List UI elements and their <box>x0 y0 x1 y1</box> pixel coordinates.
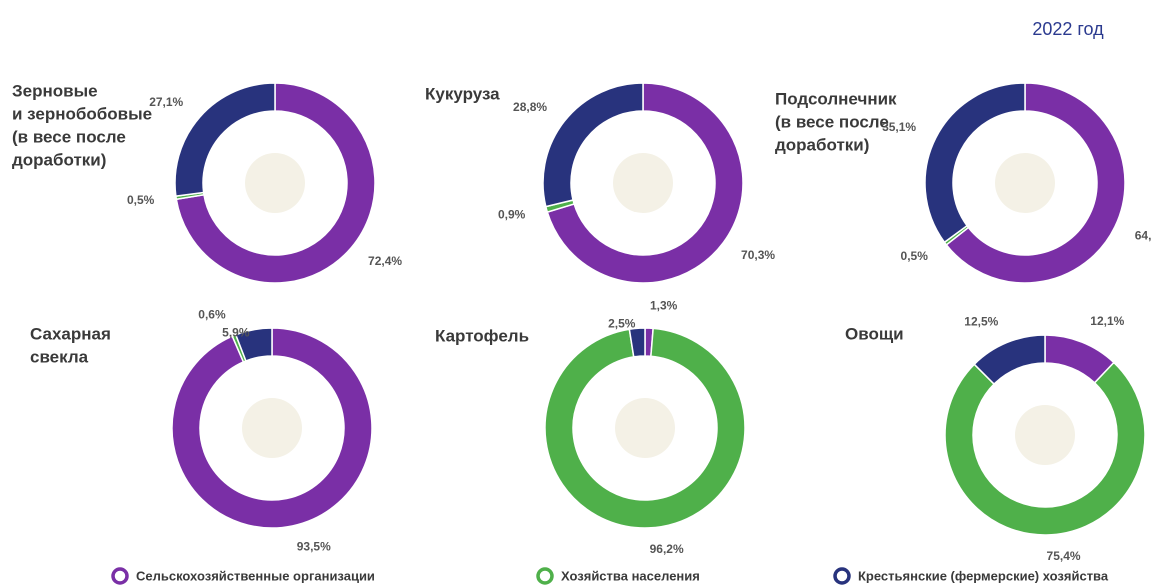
icon-bg <box>613 153 673 213</box>
value-label: 12,1% <box>1090 314 1124 328</box>
donut-slice <box>174 82 276 197</box>
icon-bg <box>615 398 675 458</box>
chart-title: и зернобобовые <box>12 104 152 123</box>
donut-slice <box>234 327 273 362</box>
value-label: 0,5% <box>127 193 155 207</box>
value-label: 96,2% <box>650 542 684 556</box>
donut-slice <box>175 82 376 284</box>
legend-marker <box>111 567 129 585</box>
donut-slice <box>546 82 744 284</box>
donut-slice <box>544 327 746 529</box>
chart-title: Овощи <box>845 324 904 343</box>
chart-title: доработки) <box>775 135 869 154</box>
value-label: 72,4% <box>368 254 402 268</box>
value-label: 1,3% <box>650 298 678 312</box>
icon-bg <box>245 153 305 213</box>
chart-title: доработки) <box>12 150 106 169</box>
year-label: 2022 год <box>1032 19 1104 39</box>
chart-title: Кукуруза <box>425 84 500 103</box>
donut-slice <box>944 361 1146 536</box>
value-label: 70,3% <box>741 248 775 262</box>
value-label: 28,8% <box>513 100 547 114</box>
icon-bg <box>242 398 302 458</box>
chart-title: (в весе после <box>775 112 889 131</box>
value-label: 12,5% <box>964 314 998 328</box>
donut-slice <box>924 82 1026 244</box>
icon-bg <box>995 153 1055 213</box>
legend-label: Хозяйства населения <box>561 568 700 583</box>
chart-title: (в весе после <box>12 127 126 146</box>
donut-slice <box>973 334 1046 386</box>
value-label: 35,1% <box>882 120 916 134</box>
value-label: 0,6% <box>198 307 226 321</box>
value-label: 27,1% <box>149 95 183 109</box>
value-label: 0,9% <box>498 207 526 221</box>
legend-label: Крестьянские (фермерские) хозяйства <box>858 568 1109 583</box>
donut-slice <box>945 82 1126 284</box>
legend-marker <box>833 567 851 585</box>
value-label: 93,5% <box>297 540 331 554</box>
chart-title: Подсолнечник <box>775 89 897 108</box>
value-label: 64,4% <box>1135 229 1151 243</box>
donut-slice <box>171 327 373 529</box>
value-label: 0,5% <box>901 249 929 263</box>
value-label: 75,4% <box>1047 549 1081 563</box>
value-label: 5,9% <box>222 325 250 339</box>
donut-slice <box>628 327 646 358</box>
chart-title: Сахарная <box>30 324 111 343</box>
chart-title: Зерновые <box>12 81 98 100</box>
legend-label: Сельскохозяйственные организации <box>136 568 375 583</box>
icon-bg <box>1015 405 1075 465</box>
chart-title: свекла <box>30 347 89 366</box>
legend-marker <box>536 567 554 585</box>
chart-title: Картофель <box>435 326 529 345</box>
value-label: 2,5% <box>608 316 636 330</box>
donut-slice <box>542 82 644 208</box>
